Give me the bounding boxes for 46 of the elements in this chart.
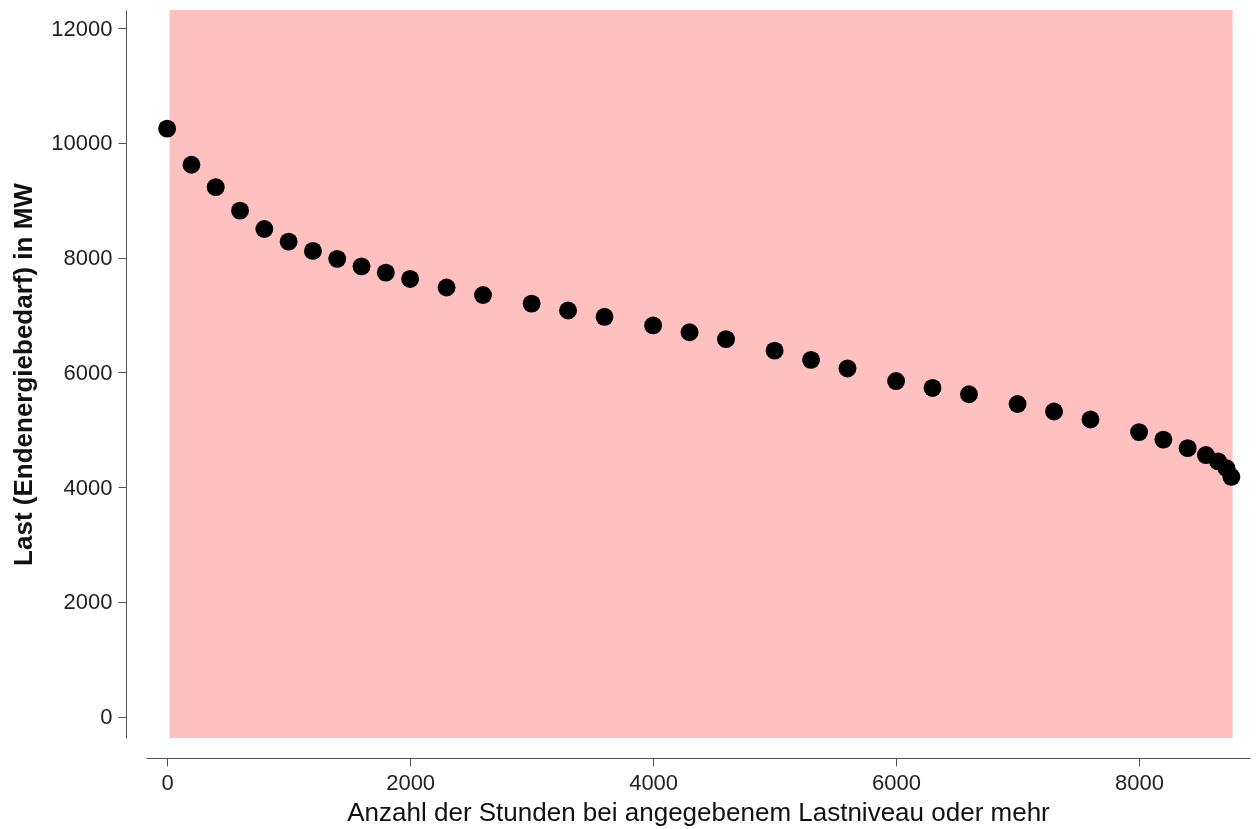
point [923,379,942,397]
point [1178,439,1197,458]
point [328,249,347,268]
point [255,220,274,238]
x-tick-label: 8000 [1115,769,1165,795]
point [437,278,456,297]
point [1130,423,1149,442]
point [887,372,906,390]
point [206,178,225,197]
point [182,155,201,174]
point [717,330,735,349]
point [279,232,298,251]
point [522,294,541,313]
x-axis-title: Anzahl der Stunden bei angegebenem Lastniveau oder mehr [347,796,1051,827]
point [802,350,820,369]
y-tick-label: 8000 [63,245,113,271]
y-tick-label: 6000 [63,359,113,385]
point [1008,395,1027,413]
point [231,201,249,220]
point [680,323,699,342]
x-tick-label: 2000 [386,769,436,795]
point [838,359,857,378]
y-tick-label: 10000 [51,130,113,156]
point [1222,467,1241,486]
x-tick-label: 4000 [629,769,679,795]
y-tick-label: 2000 [63,589,113,615]
y-axis-title: Last (Endenergiebedarf) in MW [8,182,39,566]
point [644,316,663,335]
point [474,286,492,304]
y-tick-label: 4000 [63,474,113,500]
point [1045,402,1063,421]
x-tick-label: 0 [161,769,174,795]
point [960,385,978,404]
point [352,257,371,276]
point [1081,410,1100,429]
point [303,241,322,260]
point [765,341,784,360]
y-tick-label: 0 [100,704,113,730]
point [158,119,177,138]
point [559,301,578,320]
x-tick-label: 6000 [872,769,922,795]
y-tick-label: 12000 [51,15,113,41]
point [376,263,395,282]
point [595,307,614,326]
point [401,270,420,288]
point [1154,430,1173,449]
